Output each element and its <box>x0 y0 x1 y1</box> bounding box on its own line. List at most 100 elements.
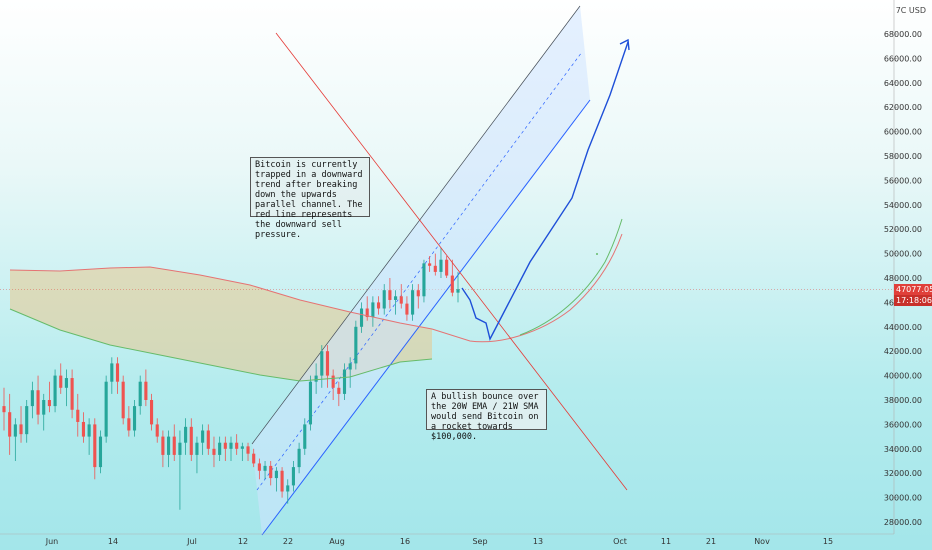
x-tick-label: Jul <box>186 537 197 546</box>
candle-body[interactable] <box>439 259 443 272</box>
candle-body[interactable] <box>64 378 68 388</box>
x-tick-label: Oct <box>613 537 627 546</box>
y-tick-label: 42000.00 <box>884 347 922 356</box>
candle-body[interactable] <box>2 406 6 413</box>
candle-body[interactable] <box>25 406 29 435</box>
candle-body[interactable] <box>337 387 341 394</box>
currency-label: 7C USD <box>895 6 926 15</box>
candle-body[interactable] <box>201 430 205 443</box>
candle-body[interactable] <box>223 442 227 449</box>
candle-body[interactable] <box>36 390 40 415</box>
candle-body[interactable] <box>354 326 358 364</box>
candle-body[interactable] <box>348 363 352 370</box>
candle-body[interactable] <box>382 290 386 309</box>
candle-body[interactable] <box>47 400 51 407</box>
candle-body[interactable] <box>19 424 23 435</box>
candle-body[interactable] <box>291 467 295 486</box>
candle-body[interactable] <box>388 290 392 300</box>
candle-body[interactable] <box>167 436 171 455</box>
candle-body[interactable] <box>280 470 284 492</box>
candle-body[interactable] <box>365 308 369 318</box>
candle-body[interactable] <box>252 453 256 464</box>
candle-body[interactable] <box>445 259 449 276</box>
candle-body[interactable] <box>342 369 347 394</box>
candle-body[interactable] <box>155 424 159 437</box>
y-tick-label: 66000.00 <box>884 54 922 63</box>
candle-body[interactable] <box>70 378 74 410</box>
candle-body[interactable] <box>246 446 250 454</box>
candle-body[interactable] <box>274 470 278 479</box>
candle-body[interactable] <box>53 375 57 407</box>
x-tick-label: Aug <box>329 537 345 546</box>
candle-body[interactable] <box>195 442 199 455</box>
candle-body[interactable] <box>104 381 108 437</box>
sma-21w-line[interactable] <box>9 218 623 382</box>
candle-body[interactable] <box>416 290 420 297</box>
candle-body[interactable] <box>42 400 46 415</box>
candle-body[interactable] <box>303 424 307 449</box>
candle-body[interactable] <box>314 375 318 382</box>
candle-body[interactable] <box>98 436 103 468</box>
candle-body[interactable] <box>422 263 426 297</box>
candle-body[interactable] <box>59 375 63 388</box>
candle-body[interactable] <box>189 426 193 455</box>
candle-body[interactable] <box>138 381 142 407</box>
candle-body[interactable] <box>184 426 188 443</box>
candle-body[interactable] <box>286 485 290 492</box>
candle-body[interactable] <box>30 390 34 407</box>
channel-lower-line[interactable] <box>261 99 591 536</box>
projection-path[interactable] <box>461 41 629 341</box>
candle-body[interactable] <box>13 424 17 437</box>
y-tick-label: 44000.00 <box>884 323 922 332</box>
candle-body[interactable] <box>371 302 375 318</box>
candle-body[interactable] <box>269 465 273 479</box>
candle-body[interactable] <box>263 465 267 471</box>
candle-body[interactable] <box>212 448 216 455</box>
last-price-tag: 47077.05 <box>894 284 932 295</box>
annotation-bullish-bounce[interactable]: A bullish bounce over the 20W EMA / 21W … <box>426 389 547 442</box>
candle-body[interactable] <box>359 308 364 327</box>
candle-body[interactable] <box>399 296 403 304</box>
candle-body[interactable] <box>206 430 210 449</box>
candle-body[interactable] <box>331 375 335 388</box>
candle-body[interactable] <box>87 424 91 437</box>
candle-body[interactable] <box>394 296 398 300</box>
candle-body[interactable] <box>172 436 176 455</box>
candle-body[interactable] <box>229 442 233 449</box>
candle-body[interactable] <box>240 446 244 449</box>
candle-body[interactable] <box>325 351 330 376</box>
ema-20w-line[interactable] <box>9 233 623 343</box>
candle-body[interactable] <box>178 442 182 455</box>
candle-body[interactable] <box>376 302 381 309</box>
candle-body[interactable] <box>235 442 239 449</box>
candle-body[interactable] <box>405 303 409 315</box>
candle-body[interactable] <box>308 381 313 425</box>
candle-body[interactable] <box>320 351 324 376</box>
candle-body[interactable] <box>161 436 165 455</box>
x-tick-label: 21 <box>706 537 716 546</box>
candle-body[interactable] <box>433 265 437 272</box>
candle-body[interactable] <box>144 381 148 400</box>
candle-body[interactable] <box>297 448 301 468</box>
candle-body[interactable] <box>115 363 120 382</box>
candle-body[interactable] <box>149 400 154 425</box>
candle-body[interactable] <box>121 381 125 419</box>
candle-body[interactable] <box>450 275 454 293</box>
resistance-line[interactable] <box>275 32 628 491</box>
candle-body[interactable] <box>110 363 114 382</box>
candle-body[interactable] <box>127 418 131 431</box>
channel-upper-line[interactable] <box>251 5 581 445</box>
y-tick-label: 40000.00 <box>884 372 922 381</box>
candle-body[interactable] <box>76 409 80 422</box>
candle-body[interactable] <box>132 406 137 431</box>
annotation-channel-breakdown[interactable]: Bitcoin is currently trapped in a downwa… <box>250 157 370 240</box>
candle-body[interactable] <box>218 442 222 455</box>
candle-body[interactable] <box>8 412 12 437</box>
candle-body[interactable] <box>456 289 460 293</box>
candle-body[interactable] <box>428 263 432 266</box>
candle-body[interactable] <box>411 290 415 315</box>
candle-body[interactable] <box>81 421 86 437</box>
candle-body[interactable] <box>257 463 261 471</box>
candle-body[interactable] <box>93 424 97 468</box>
